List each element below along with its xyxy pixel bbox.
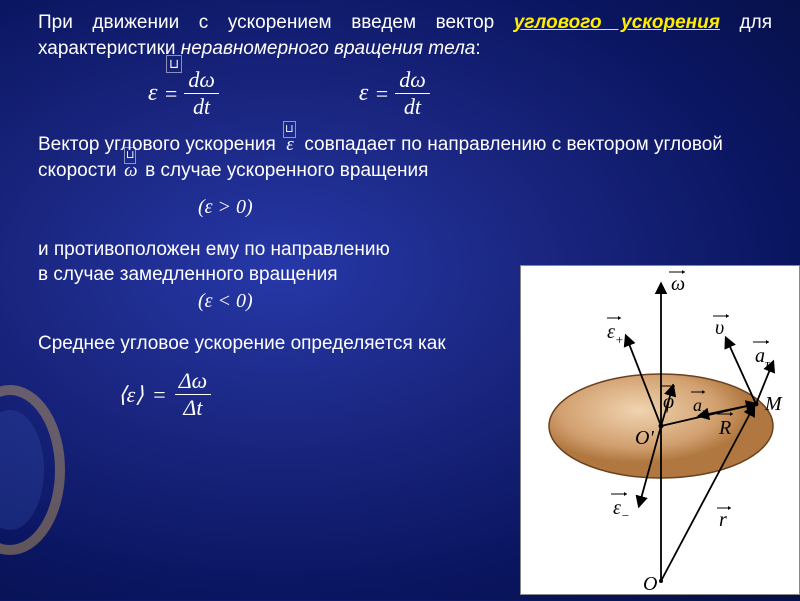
svg-text:φ: φ [663,391,674,413]
average-paragraph: Среднее угловое ускорение определяется к… [38,331,468,357]
svg-text:R: R [718,417,731,439]
svg-text:ε+: ε+ [607,321,624,347]
condition-accelerated: (ε > 0) [198,196,772,219]
direction-paragraph: Вектор углового ускорения ⊔ε совпадает п… [38,132,772,183]
formula-row: ⊔ ε = dωdt ε = dωdt [148,69,772,118]
svg-text:M: M [764,393,783,415]
term-angular-acceleration: углового ускорения [514,12,720,33]
svg-text:O': O' [635,427,654,449]
intro-paragraph: При движении с ускорением введем вектор … [38,10,772,61]
svg-text:ε−: ε− [613,497,630,523]
formula-vector: ⊔ ε = dωdt [148,69,219,118]
formula-scalar: ε = dωdt [359,69,430,118]
rotation-diagram: O ε+ ω υ aτ M an φ O' [520,265,800,595]
svg-text:υ: υ [715,317,724,339]
svg-text:aτ: aτ [755,345,771,371]
svg-text:ω: ω [671,273,685,295]
svg-text:O: O [643,573,657,595]
svg-text:r: r [719,509,727,531]
